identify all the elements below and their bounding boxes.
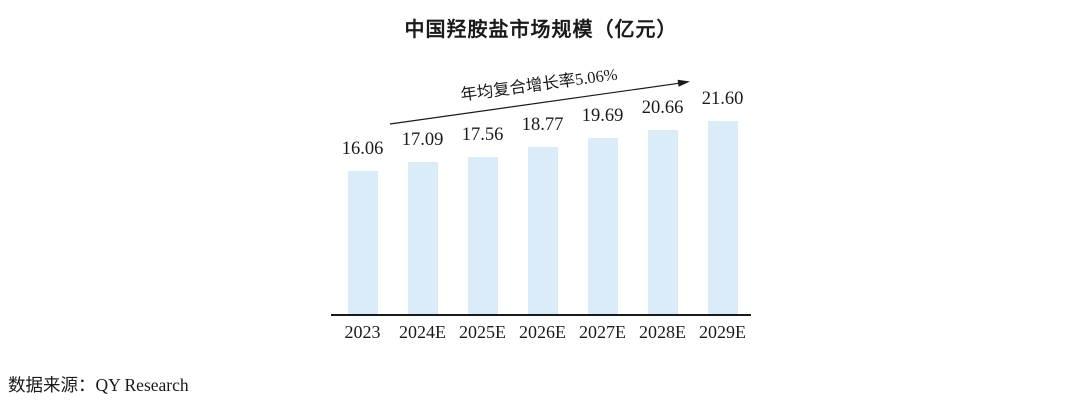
x-tick-label-2023: 2023 — [344, 322, 381, 342]
chart-title: 中国羟胺盐市场规模（亿元） — [404, 19, 678, 41]
bar-2027E — [587, 138, 618, 314]
bar-2028E — [647, 130, 678, 314]
bar-value-label-2027E: 19.69 — [581, 106, 624, 126]
data-source-note: 数据来源：QY Research — [8, 375, 189, 395]
bar-value-label-2024E: 17.09 — [401, 130, 444, 150]
bar-value-label-2025E: 17.56 — [461, 125, 504, 145]
bar-value-label-2023: 16.06 — [341, 139, 384, 159]
x-tick-label-2027E: 2027E — [579, 322, 626, 342]
x-tick-label-2025E: 2025E — [459, 322, 506, 342]
bar-value-label-2029E: 21.60 — [701, 89, 744, 109]
plot-area: 16.06 2023 17.09 2024E 17.56 2025E 18.77 2026E 1… — [331, 89, 751, 342]
bar-2024E — [407, 162, 438, 314]
bar-2025E — [467, 157, 498, 314]
x-tick-label-2029E: 2029E — [699, 322, 746, 342]
x-tick-label-2024E: 2024E — [399, 322, 446, 342]
bar-value-label-2028E: 20.66 — [641, 98, 684, 118]
bar-2029E — [707, 121, 738, 314]
bar-value-label-2026E: 18.77 — [521, 115, 564, 135]
x-tick-label-2026E: 2026E — [519, 322, 566, 342]
trend-arrow-head — [677, 79, 690, 87]
bar-2023 — [347, 171, 378, 314]
bar-2026E — [527, 147, 558, 314]
x-tick-label-2028E: 2028E — [639, 322, 686, 342]
